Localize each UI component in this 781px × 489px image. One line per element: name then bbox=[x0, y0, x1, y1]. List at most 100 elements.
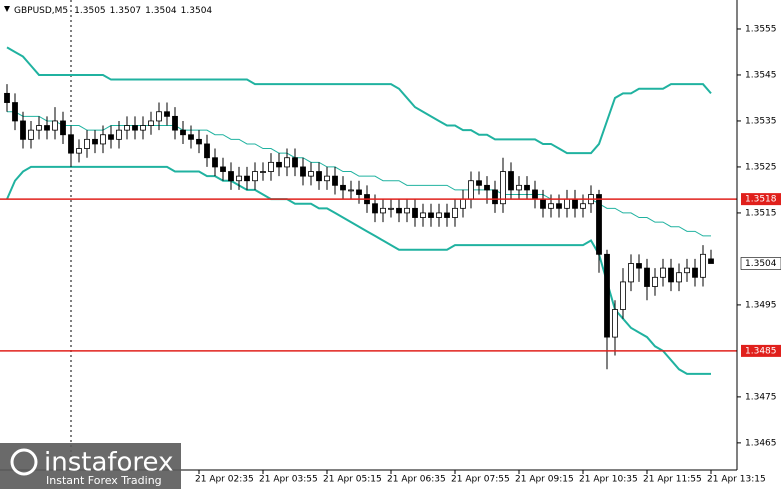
candle-body bbox=[668, 267, 674, 283]
x-tick-label: 21 Apr 09:15 bbox=[515, 475, 574, 485]
candle-body bbox=[420, 212, 426, 218]
candle-body bbox=[124, 125, 130, 131]
candle-body bbox=[436, 212, 442, 218]
chart-title: GBPUSD,M5 1.3505 1.3507 1.3504 1.3504 bbox=[14, 6, 212, 16]
candle-body bbox=[148, 120, 154, 126]
candle-body bbox=[60, 120, 66, 136]
y-tick-label: 1.3465 bbox=[745, 438, 777, 448]
symbol: GBPUSD,M5 bbox=[14, 6, 68, 16]
candle-body bbox=[300, 166, 306, 177]
candle-body bbox=[276, 161, 282, 168]
candle-body bbox=[572, 198, 578, 209]
candle-body bbox=[492, 189, 498, 205]
band-lower bbox=[6, 165, 711, 375]
candle-body bbox=[188, 134, 194, 140]
candle-body bbox=[212, 157, 218, 168]
candle-body bbox=[380, 207, 386, 214]
candle-body bbox=[268, 161, 274, 172]
candle-body bbox=[4, 92, 10, 103]
x-tick-label: 21 Apr 07:55 bbox=[451, 475, 510, 485]
candle-body bbox=[484, 184, 490, 191]
candle-body bbox=[460, 198, 466, 209]
candle-body bbox=[84, 138, 90, 149]
candle-body bbox=[412, 207, 418, 218]
x-tick-label: 21 Apr 02:35 bbox=[195, 475, 254, 485]
candle-body bbox=[252, 171, 258, 182]
candle-body bbox=[260, 171, 266, 173]
candle-body bbox=[708, 258, 714, 264]
candle-body bbox=[556, 203, 562, 209]
candle-body bbox=[28, 129, 34, 140]
candle-body bbox=[156, 111, 162, 122]
candle-body bbox=[116, 129, 122, 140]
y-tick-label: 1.3525 bbox=[745, 162, 777, 172]
level-label-box bbox=[741, 193, 781, 206]
candle-body bbox=[516, 184, 522, 191]
candle-body bbox=[204, 143, 210, 159]
candle-body bbox=[652, 276, 658, 287]
candle-body bbox=[452, 207, 458, 218]
candle-body bbox=[404, 207, 410, 214]
candle-body bbox=[684, 267, 690, 274]
y-tick-label: 1.3515 bbox=[745, 208, 777, 218]
candle-body bbox=[444, 212, 450, 218]
candle-body bbox=[676, 272, 682, 283]
y-tick-label: 1.3545 bbox=[745, 70, 777, 80]
candle-body bbox=[428, 212, 434, 218]
watermark: instaforex Instant Forex Trading bbox=[0, 443, 181, 489]
candle-body bbox=[396, 207, 402, 214]
candle-body bbox=[340, 184, 346, 191]
candle-body bbox=[700, 253, 706, 278]
level-label: 1.3518 bbox=[745, 195, 777, 205]
candle-body bbox=[92, 138, 98, 145]
level-label-box bbox=[741, 344, 781, 357]
x-tick-label: 21 Apr 10:35 bbox=[579, 475, 638, 485]
level-label: 1.3485 bbox=[745, 346, 777, 356]
x-tick-label: 21 Apr 06:35 bbox=[387, 475, 446, 485]
candle-body bbox=[100, 134, 106, 145]
candle-body bbox=[660, 267, 666, 278]
candle-body bbox=[612, 309, 618, 338]
candle-body bbox=[580, 203, 586, 209]
candle-body bbox=[620, 281, 626, 310]
candle-body bbox=[372, 203, 378, 214]
candle-body bbox=[52, 120, 58, 131]
candle-body bbox=[12, 102, 18, 122]
last-close: 1.3504 bbox=[181, 6, 213, 16]
candle-body bbox=[172, 115, 178, 131]
candle-body bbox=[292, 157, 298, 168]
candle-body bbox=[132, 125, 138, 131]
y-tick-label: 1.3535 bbox=[745, 116, 777, 126]
candle-body bbox=[228, 171, 234, 182]
candle-body bbox=[636, 263, 642, 269]
last-low: 1.3504 bbox=[145, 6, 177, 16]
y-tick-label: 1.3555 bbox=[745, 24, 777, 34]
candle-body bbox=[164, 111, 170, 117]
candle-body bbox=[388, 207, 394, 210]
watermark-brand: instaforex bbox=[44, 448, 173, 478]
plot-area bbox=[0, 46, 737, 375]
candle-body bbox=[220, 166, 226, 172]
candle-body bbox=[356, 189, 362, 195]
candle-body bbox=[644, 267, 650, 287]
last-high: 1.3507 bbox=[110, 6, 142, 16]
candle-body bbox=[180, 129, 186, 136]
y-tick-label: 1.3475 bbox=[745, 392, 777, 402]
candle-body bbox=[476, 180, 482, 186]
candle-body bbox=[324, 175, 330, 182]
price-label-box bbox=[740, 257, 781, 270]
candle-body bbox=[468, 180, 474, 200]
candle-body bbox=[508, 171, 514, 191]
candle-body bbox=[316, 171, 322, 182]
candle-body bbox=[108, 134, 114, 140]
candle-body bbox=[604, 253, 610, 338]
x-tick-label: 21 Apr 13:15 bbox=[707, 475, 766, 485]
x-tick-label: 21 Apr 05:15 bbox=[323, 475, 382, 485]
candle-body bbox=[68, 134, 74, 154]
candle-body bbox=[284, 157, 290, 168]
y-tick-label: 1.3495 bbox=[745, 300, 777, 310]
candle-body bbox=[692, 267, 698, 278]
candle-body bbox=[308, 171, 314, 177]
candle-body bbox=[348, 189, 354, 192]
